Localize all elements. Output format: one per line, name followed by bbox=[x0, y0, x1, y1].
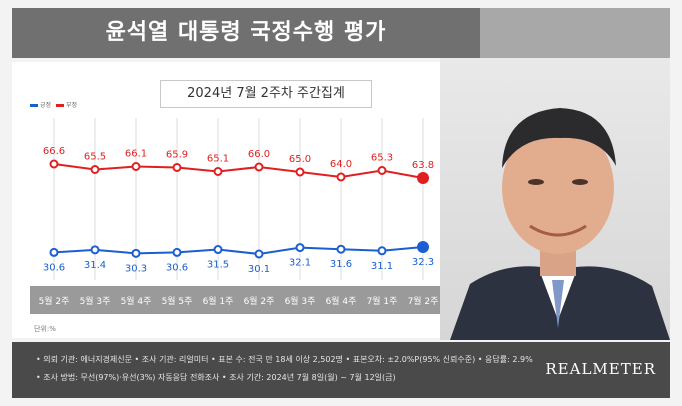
page-title: 윤석열 대통령 국정수행 평가 bbox=[105, 20, 387, 45]
negative-point bbox=[213, 167, 223, 176]
negative-data-label: 65.9 bbox=[166, 150, 188, 161]
x-tick-label: 5월 2주 bbox=[39, 295, 70, 307]
legend-negative-swatch bbox=[55, 104, 64, 107]
x-tick-label: 6월 2주 bbox=[244, 295, 275, 307]
negative-data-label: 66.1 bbox=[125, 149, 147, 160]
x-axis-band bbox=[30, 286, 460, 314]
negative-point bbox=[254, 162, 264, 172]
title-banner-right bbox=[480, 8, 670, 58]
positive-data-label: 31.1 bbox=[371, 261, 393, 272]
x-tick-label: 6월 4주 bbox=[326, 295, 357, 307]
positive-point bbox=[295, 243, 305, 253]
negative-point bbox=[172, 163, 182, 172]
x-tick-label: 5월 4주 bbox=[121, 295, 152, 307]
positive-data-label: 31.5 bbox=[207, 260, 229, 271]
unit-label: 단위:% bbox=[34, 325, 56, 333]
positive-point bbox=[254, 249, 264, 259]
negative-series-line bbox=[53, 163, 424, 179]
negative-data-label: 64.0 bbox=[330, 159, 352, 170]
legend: 긍정 부정 bbox=[30, 100, 77, 109]
legend-positive-label: 긍정 bbox=[40, 102, 52, 109]
negative-data-label: 66.6 bbox=[43, 146, 65, 157]
x-tick-label: 7월 2주 bbox=[408, 295, 439, 307]
x-tick-label: 6월 1주 bbox=[203, 295, 234, 307]
positive-point bbox=[336, 244, 346, 254]
legend-negative-label: 부정 bbox=[65, 102, 78, 109]
positive-data-label: 30.3 bbox=[125, 263, 147, 274]
negative-data-label: 65.0 bbox=[289, 154, 311, 165]
positive-data-label: 32.3 bbox=[412, 257, 434, 268]
positive-data-label: 32.1 bbox=[289, 258, 311, 269]
chart-subtitle: 2024년 7월 2주차 주간집계 bbox=[160, 80, 372, 108]
positive-point bbox=[213, 245, 223, 255]
positive-data-label: 30.6 bbox=[166, 262, 188, 273]
legend-positive-swatch bbox=[30, 104, 38, 107]
positive-series-line bbox=[53, 245, 424, 256]
survey-info-line-2: • 조사 방법: 무선(97%)·유선(3%) 자동응답 전화조사 • 조사 기… bbox=[36, 373, 396, 382]
x-tick-label: 5월 5주 bbox=[162, 295, 193, 307]
negative-point bbox=[49, 159, 59, 169]
positive-data-label: 30.1 bbox=[248, 264, 270, 275]
negative-data-label: 65.1 bbox=[207, 154, 229, 165]
positive-data-label: 31.6 bbox=[330, 259, 352, 270]
negative-data-label: 65.5 bbox=[84, 152, 106, 163]
positive-point bbox=[172, 247, 182, 257]
positive-point bbox=[49, 247, 59, 257]
negative-data-label: 65.3 bbox=[371, 153, 393, 164]
negative-point bbox=[295, 167, 305, 177]
positive-point bbox=[417, 240, 429, 253]
portrait-photo bbox=[440, 58, 670, 340]
brand-logo: REALMETER bbox=[545, 360, 656, 378]
footer-bar: • 의뢰 기관: 에너지경제신문 • 조사 기관: 리얼미터 • 표본 수: 전… bbox=[12, 342, 670, 398]
chart-panel: 2024년 7월 2주차 주간집계 긍정 부정 5월 2주 5월 3주 5월 4주 5… bbox=[12, 62, 492, 338]
survey-info-line-1: • 의뢰 기관: 에너지경제신문 • 조사 기관: 리얼미터 • 표본 수: 전… bbox=[36, 355, 533, 364]
positive-point bbox=[377, 246, 387, 256]
negative-point bbox=[417, 172, 429, 184]
negative-point bbox=[90, 165, 100, 174]
positive-point bbox=[90, 245, 100, 255]
x-tick-label: 7월 1주 bbox=[367, 295, 398, 307]
negative-point bbox=[377, 166, 387, 175]
negative-data-label: 63.8 bbox=[412, 160, 434, 171]
positive-data-label: 31.4 bbox=[84, 260, 106, 271]
title-banner: 윤석열 대통령 국정수행 평가 bbox=[12, 8, 480, 58]
positive-data-label: 30.6 bbox=[43, 262, 65, 273]
negative-point bbox=[131, 162, 141, 171]
x-tick-label: 6월 3주 bbox=[285, 295, 316, 307]
x-tick-label: 5월 3주 bbox=[80, 295, 111, 307]
line-chart: 5월 2주 5월 3주 5월 4주 5월 5주 6월 1주 6월 2주 6월 3주 6월 4주… bbox=[30, 118, 460, 314]
negative-data-label: 66.0 bbox=[248, 149, 270, 160]
positive-point bbox=[131, 248, 141, 258]
negative-point bbox=[336, 172, 346, 182]
